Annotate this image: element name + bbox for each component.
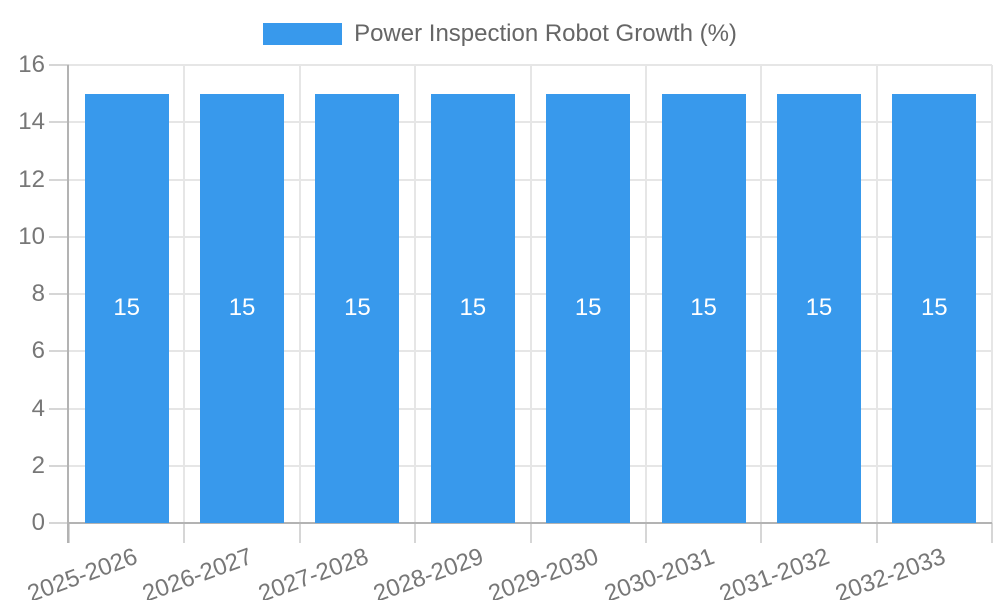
bar[interactable] (776, 93, 861, 523)
y-axis-tick-label: 14 (18, 108, 45, 136)
y-tick-mark (49, 407, 69, 410)
x-tick-mark (875, 523, 878, 543)
y-axis-tick-label: 8 (31, 280, 45, 307)
y-axis-tick-label: 4 (31, 394, 45, 422)
x-gridline (991, 65, 993, 523)
y-tick-mark (49, 293, 69, 295)
y-axis-tick-label: 10 (18, 222, 45, 250)
x-gridline (414, 65, 417, 523)
x-gridline (183, 65, 186, 523)
x-gridline (298, 65, 301, 523)
y-tick-mark (49, 121, 69, 124)
bar[interactable] (84, 93, 169, 523)
y-axis-tick-label: 6 (31, 337, 45, 365)
x-axis-tick-label: 2032-2033 (831, 543, 949, 600)
x-axis-tick-label: 2025-2026 (23, 543, 141, 600)
x-axis-tick-label: 2026-2027 (139, 543, 257, 600)
x-gridline (644, 65, 647, 523)
x-axis-tick-label: 2030-2031 (600, 543, 718, 600)
legend[interactable]: Power Inspection Robot Growth (%) (0, 20, 1000, 48)
y-tick-mark (49, 464, 69, 467)
y-tick-mark (49, 235, 69, 238)
x-tick-mark (414, 523, 417, 543)
x-axis-tick-label: 2028-2029 (369, 543, 488, 600)
bar[interactable] (430, 93, 515, 523)
x-tick-mark (298, 523, 301, 543)
y-axis-tick-label: 12 (18, 165, 45, 193)
y-tick-mark (49, 64, 69, 66)
legend-swatch (263, 23, 343, 45)
y-axis-tick-label: 16 (18, 51, 45, 78)
x-tick-mark (760, 523, 763, 543)
y-tick-mark (49, 522, 69, 524)
x-gridline (760, 65, 763, 523)
legend-label: Power Inspection Robot Growth (%) (354, 20, 737, 47)
x-axis-tick-label: 2029-2030 (485, 543, 603, 600)
y-axis-line (67, 65, 69, 543)
x-tick-mark (68, 523, 70, 543)
y-axis-tick-label: 0 (31, 509, 45, 536)
x-axis-line (67, 522, 992, 524)
y-tick-mark (49, 350, 69, 353)
bar[interactable] (200, 93, 285, 523)
bar[interactable] (661, 93, 746, 523)
x-axis-tick-label: 2027-2028 (254, 543, 372, 600)
x-gridline (529, 65, 532, 523)
x-tick-mark (183, 523, 186, 543)
y-tick-mark (49, 178, 69, 181)
bar[interactable] (315, 93, 400, 523)
x-tick-mark (529, 523, 532, 543)
bar[interactable] (892, 93, 977, 523)
bar[interactable] (546, 93, 631, 523)
x-gridline (875, 65, 878, 523)
x-tick-mark (644, 523, 647, 543)
x-axis-tick-label: 2031-2032 (716, 543, 834, 600)
y-axis-tick-label: 2 (31, 451, 45, 479)
x-tick-mark (991, 523, 993, 543)
